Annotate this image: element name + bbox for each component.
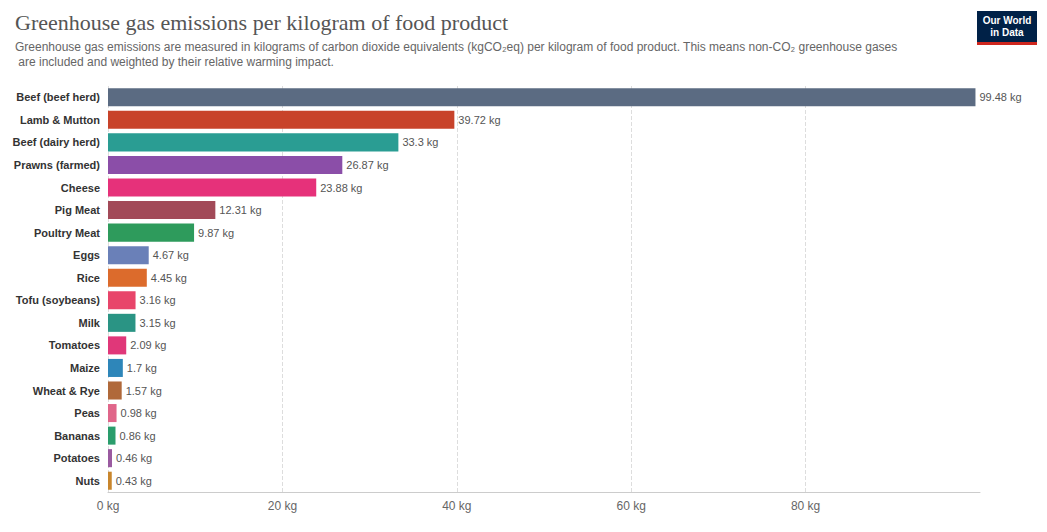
svg-text:Peas: Peas <box>74 407 100 419</box>
svg-text:Eggs: Eggs <box>73 249 100 261</box>
svg-text:Cheese: Cheese <box>61 182 100 194</box>
svg-text:26.87 kg: 26.87 kg <box>346 159 388 171</box>
svg-text:Tomatoes: Tomatoes <box>49 339 100 351</box>
svg-text:0.43 kg: 0.43 kg <box>116 475 152 487</box>
svg-text:Poultry Meat: Poultry Meat <box>34 227 100 239</box>
svg-text:4.45 kg: 4.45 kg <box>151 272 187 284</box>
svg-text:20 kg: 20 kg <box>268 499 297 513</box>
svg-text:Beef (beef herd): Beef (beef herd) <box>16 91 100 103</box>
svg-text:Tofu (soybeans): Tofu (soybeans) <box>16 294 100 306</box>
svg-text:3.15 kg: 3.15 kg <box>139 317 175 329</box>
svg-text:Potatoes: Potatoes <box>54 452 100 464</box>
svg-text:Lamb & Mutton: Lamb & Mutton <box>20 114 100 126</box>
svg-text:in Data: in Data <box>990 27 1024 38</box>
svg-text:2.09 kg: 2.09 kg <box>130 339 166 351</box>
svg-text:Pig Meat: Pig Meat <box>55 204 101 216</box>
svg-text:Greenhouse gas emissions are m: Greenhouse gas emissions are measured in… <box>15 40 897 54</box>
svg-text:Nuts: Nuts <box>76 475 100 487</box>
svg-text:Bananas: Bananas <box>54 430 100 442</box>
svg-text:80 kg: 80 kg <box>791 499 820 513</box>
svg-text:are included and weighted by t: are included and weighted by their relat… <box>15 55 334 69</box>
svg-text:40 kg: 40 kg <box>442 499 471 513</box>
svg-text:9.87 kg: 9.87 kg <box>198 227 234 239</box>
svg-text:Rice: Rice <box>77 272 100 284</box>
svg-text:0.46 kg: 0.46 kg <box>116 452 152 464</box>
svg-text:3.16 kg: 3.16 kg <box>140 294 176 306</box>
svg-text:23.88 kg: 23.88 kg <box>320 182 362 194</box>
svg-text:4.67 kg: 4.67 kg <box>153 249 189 261</box>
svg-text:0.98 kg: 0.98 kg <box>121 407 157 419</box>
svg-text:Milk: Milk <box>79 317 101 329</box>
svg-text:99.48 kg: 99.48 kg <box>979 91 1021 103</box>
svg-text:Our World: Our World <box>983 15 1032 26</box>
svg-text:12.31 kg: 12.31 kg <box>219 204 261 216</box>
svg-text:Greenhouse gas emissions per k: Greenhouse gas emissions per kilogram of… <box>15 10 508 35</box>
svg-text:60 kg: 60 kg <box>617 499 646 513</box>
svg-text:Beef (dairy herd): Beef (dairy herd) <box>13 136 101 148</box>
svg-text:Wheat & Rye: Wheat & Rye <box>33 385 100 397</box>
svg-text:33.3 kg: 33.3 kg <box>402 136 438 148</box>
svg-text:Maize: Maize <box>70 362 100 374</box>
svg-text:39.72 kg: 39.72 kg <box>458 114 500 126</box>
svg-text:1.7 kg: 1.7 kg <box>127 362 157 374</box>
svg-text:Prawns (farmed): Prawns (farmed) <box>14 159 101 171</box>
svg-text:0.86 kg: 0.86 kg <box>119 430 155 442</box>
svg-text:0 kg: 0 kg <box>97 499 120 513</box>
svg-text:1.57 kg: 1.57 kg <box>126 385 162 397</box>
